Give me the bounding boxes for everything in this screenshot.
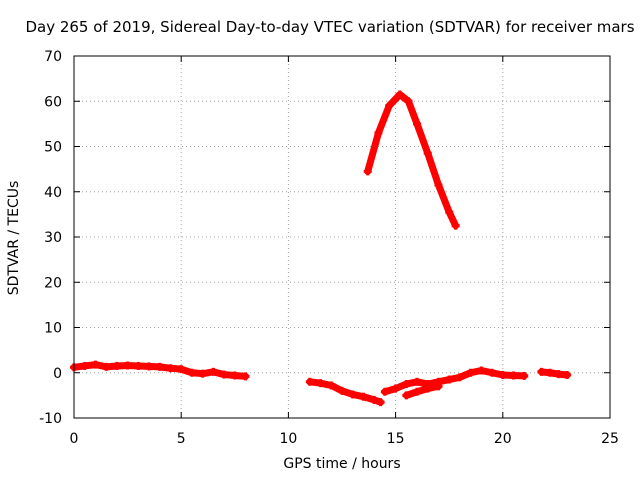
data-point [466,368,475,377]
data-point [488,368,497,377]
data-point [338,386,346,395]
ticks: 0 5 10 15 20 25 -10 0 10 20 30 40 50 60 70 [39,49,619,447]
data-point [187,368,196,377]
x-tick-label: 25 [601,431,619,447]
x-tick-label: 0 [70,431,79,447]
plot-frame [73,55,611,419]
data-point [498,371,507,380]
data-point [145,362,154,371]
data-point [376,398,385,407]
y-tick-label: 60 [44,94,62,110]
data-point [395,90,404,99]
data-point [166,364,175,373]
series-line-segment-6 [537,368,571,379]
data-point [359,392,368,401]
data-point [554,370,563,379]
data-point [380,387,389,396]
data-point [445,375,454,384]
data-point [348,390,357,399]
data-point [370,395,379,404]
series-line-segment-3 [364,90,460,230]
data-point [374,128,383,137]
data-point [423,384,432,393]
y-tick-label: 40 [44,185,62,201]
data-point [402,391,411,400]
data-point [404,97,413,106]
grid [74,56,610,418]
data-point [477,366,486,375]
data-point [91,360,100,369]
x-tick-label: 5 [177,431,186,447]
series-line-segment-5 [402,382,442,399]
data-point [80,361,89,370]
data-point [545,368,554,377]
data-point [520,371,529,380]
data-point [402,380,411,389]
data-point [155,362,164,371]
data-point [327,381,336,390]
y-tick-label: 0 [53,366,62,382]
x-tick-label: 10 [279,431,297,447]
chart-title: Day 265 of 2019, Sidereal Day-to-day VTE… [25,18,635,36]
data-point [177,365,186,374]
data-point [241,372,250,381]
data-point [363,167,372,176]
data-point [434,180,443,189]
data-point [434,382,443,391]
x-tick-label: 15 [387,431,405,447]
series-layer [70,90,572,407]
y-tick-label: 10 [44,321,62,337]
data-point [413,377,422,386]
y-tick-label: -10 [39,411,62,427]
data-point [391,384,400,393]
data-point [413,119,422,128]
data-point [220,370,229,379]
data-point [423,149,432,158]
data-point [537,367,546,376]
data-point [112,361,121,370]
data-point [455,373,464,382]
data-point [198,369,207,378]
y-tick-label: 70 [44,49,62,65]
y-tick-label: 50 [44,140,62,156]
data-point [563,371,572,380]
data-point [316,379,325,388]
data-point [305,377,314,386]
data-point [445,208,454,217]
data-point [509,371,518,380]
data-point [102,362,111,371]
data-point [134,361,143,370]
data-point [451,221,460,230]
data-point [209,367,218,376]
data-point [385,101,394,110]
data-point [413,387,422,396]
data-point [123,361,132,370]
y-tick-label: 30 [44,230,62,246]
x-tick-label: 20 [494,431,512,447]
data-point [230,371,239,380]
y-tick-label: 20 [44,275,62,291]
x-axis-label: GPS time / hours [283,456,401,472]
